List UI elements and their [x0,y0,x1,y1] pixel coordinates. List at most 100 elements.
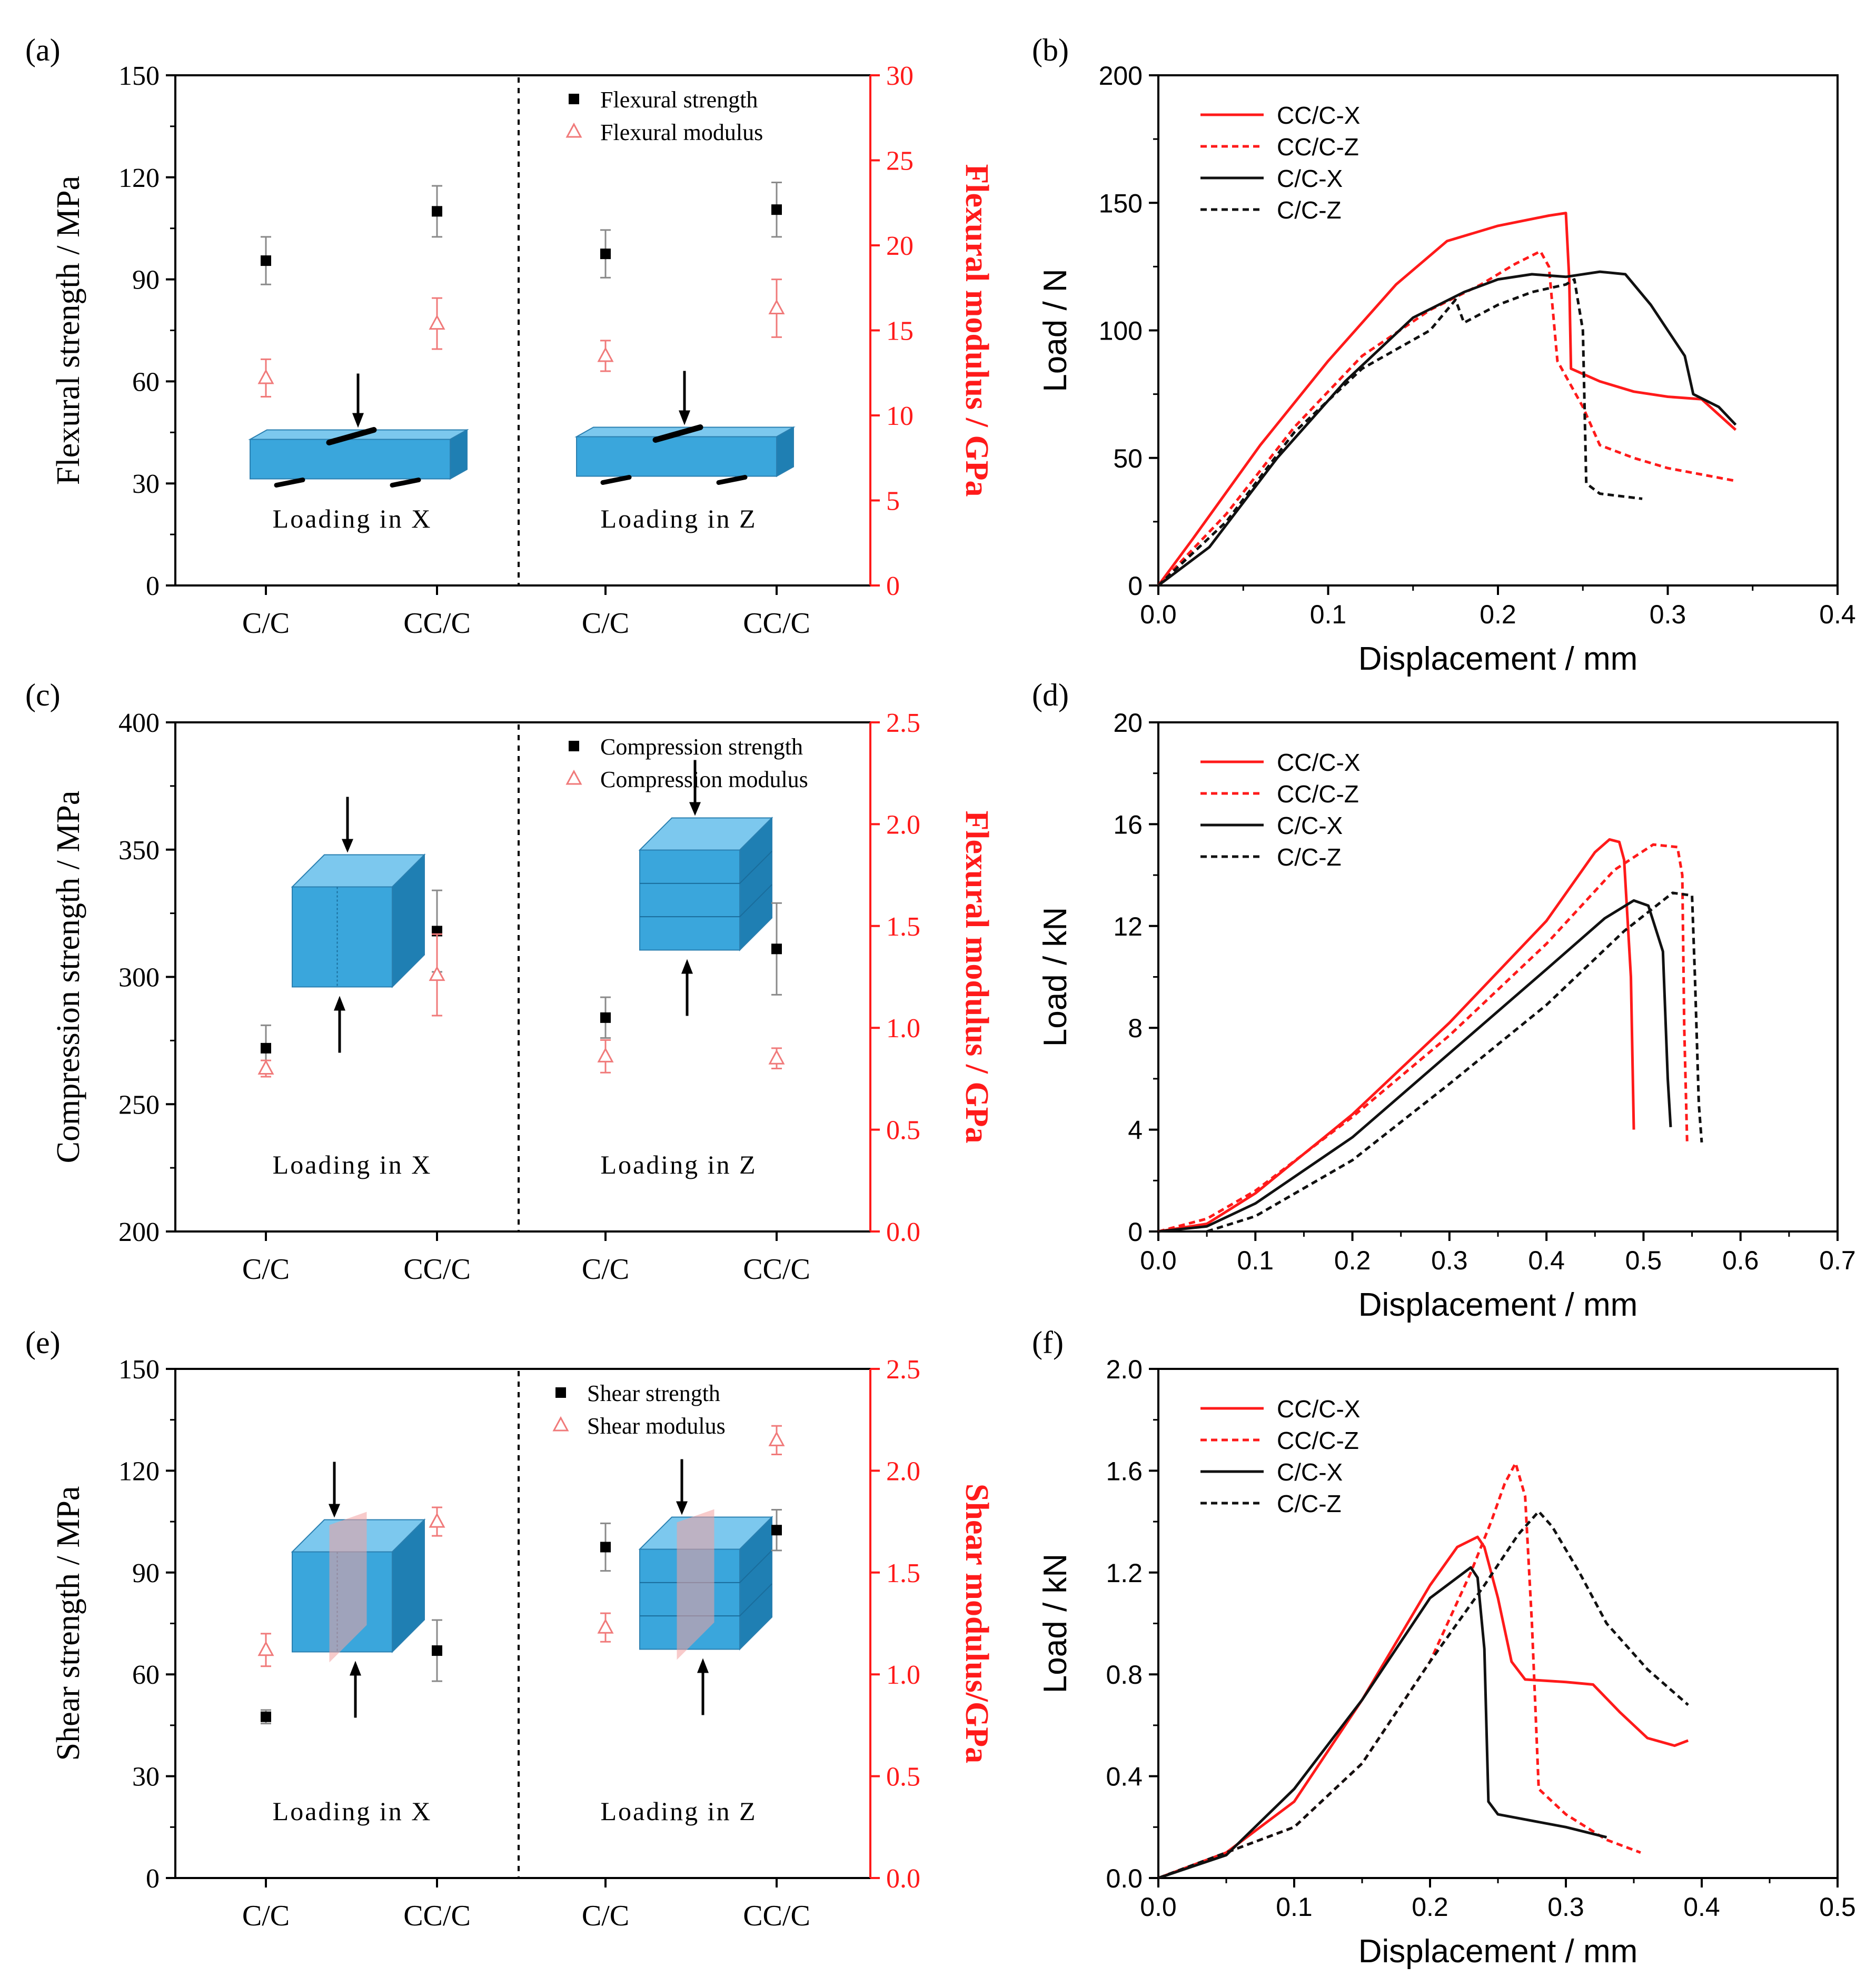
support-right [390,478,421,488]
y-tick-label: 8 [1128,1014,1143,1043]
load-arrow-top-head [689,802,701,816]
y-tick-label: 12 [1113,912,1143,941]
y-tick-label: 300 [118,963,160,993]
legend-label: CC/C-Z [1277,1427,1359,1454]
x-axis-title: Displacement / mm [1358,1287,1638,1323]
y2-tick-label: 2.0 [886,810,920,840]
panel-b: 0.0 0.1 0.2 0.3 0.4 0 50 100 150 200 Displacement … [1037,61,1856,677]
data-point-strength [771,943,782,955]
y2-tick-label: 1.5 [886,1558,920,1588]
y-axis-title: Load / N [1037,269,1074,392]
x-tick-label: CC/C [743,1253,810,1286]
cube-layer-line [640,1583,772,1617]
y2-tick-label: 15 [886,316,914,346]
y-tick-label: 0.0 [1106,1864,1143,1893]
x-tick-label: 0.5 [1819,1892,1856,1922]
y-tick-label: 30 [132,469,160,499]
x-axis-title: Displacement / mm [1358,1933,1638,1970]
y-tick-label: 120 [118,163,160,193]
data-point-strength [261,255,271,266]
x-tick-label: 0.6 [1722,1246,1759,1275]
legend-label: C/C-X [1277,165,1343,192]
x-tick-label: CC/C [743,607,810,640]
x-tick-label: 0.4 [1528,1246,1565,1275]
series-line-c-c-x [1158,899,1672,1233]
series-line-c-c-z-dashed [1157,278,1643,587]
load-arrow-bottom-head [681,959,693,974]
panel-f: 0.0 0.1 0.2 0.3 0.4 0.5 0.0 0.4 0.8 1.2 1.6 2.0 Disp… [1037,1355,1856,1970]
x-tick-label: 0.7 [1819,1246,1856,1275]
load-arrow-top-head [329,1504,340,1518]
y2-tick-label: 0.0 [886,1864,920,1894]
cube-layer-line [640,851,772,884]
data-point-strength [771,1525,782,1536]
y-tick-label: 150 [118,61,160,91]
legend-label: CC/C-Z [1277,780,1359,808]
specimen-front [576,436,777,477]
x-tick-label: 0.0 [1140,1246,1177,1275]
data-point-modulus [768,299,785,315]
data-point-modulus [597,346,614,362]
cube-front [639,849,740,951]
load-arrow-bottom-head [334,996,345,1011]
series-line-c-c-z-dashed [1158,1510,1689,1880]
legend-marker [569,741,579,751]
panel-label: (d) [1032,678,1069,712]
y2-tick-label: 1.0 [886,1660,920,1690]
load-arrow-head [352,413,364,428]
legend-label: C/C-Z [1277,843,1342,871]
x-tick-label: 0.1 [1310,600,1347,629]
x-tick-label: 0.2 [1412,1892,1448,1922]
x-tick-label: C/C [242,1253,290,1286]
y2-tick-label: 10 [886,401,914,431]
loading-nose [326,427,377,445]
support-right [716,475,748,485]
legend-label: CC/C-X [1277,749,1360,776]
panel-label: (a) [25,33,61,67]
y-tick-label: 60 [132,1660,160,1690]
region-label-z: Loading in Z [600,1796,757,1826]
y2-tick-label: 5 [886,486,900,516]
y2-tick-label: 2.5 [886,708,920,738]
cube-side [392,1518,425,1653]
y-tick-label: 0.8 [1106,1660,1143,1690]
y-tick-label: 20 [1113,708,1143,738]
cube-side [392,853,425,988]
legend-label: CC/C-X [1277,1395,1360,1423]
y2-tick-label: 25 [886,146,914,176]
x-tick-label: 0.1 [1276,1892,1313,1922]
y-axis-title: Load / kN [1037,907,1074,1047]
loading-nose [652,424,703,443]
y2-tick-label: 0 [886,571,900,601]
y-tick-label: 1.2 [1106,1558,1143,1588]
data-point-modulus [768,1049,785,1065]
data-point-strength [771,204,782,215]
y-tick-label: 30 [132,1762,160,1792]
x-tick-label: C/C [582,607,629,640]
y-tick-label: 50 [1113,444,1143,473]
panel-e: 0 30 60 90 120 150 0.0 0.5 1.0 1.5 2.0 2.5 C/C CC/C C/… [51,1355,995,1932]
x-tick-label: 0.0 [1140,1892,1177,1922]
x-tick-label: 0.3 [1431,1246,1468,1275]
legend-label: C/C-Z [1277,1490,1342,1517]
x-tick-label: CC/C [403,1253,471,1286]
series-line-cc-c-z-dashed [1158,843,1689,1233]
y-tick-label: 4 [1128,1116,1143,1145]
legend-marker [552,1416,569,1432]
legend-marker [569,94,579,104]
y2-tick-label: 1.0 [886,1014,920,1044]
x-tick-label: 0.5 [1625,1246,1662,1275]
x-tick-label: 0.3 [1650,600,1686,629]
legend-label: Shear modulus [587,1413,726,1439]
specimen-front [250,439,451,480]
support-left [600,475,632,485]
load-arrow-top-head [342,839,353,853]
data-point-strength [600,1542,611,1553]
x-tick-label: CC/C [403,1900,471,1932]
x-tick-label: C/C [582,1253,629,1286]
y-tick-label: 90 [132,265,160,295]
legend-marker [565,769,582,785]
series-line-c-c-x [1158,1566,1607,1880]
load-arrow-head [679,410,690,425]
series-line-cc-c-x [1157,212,1737,587]
